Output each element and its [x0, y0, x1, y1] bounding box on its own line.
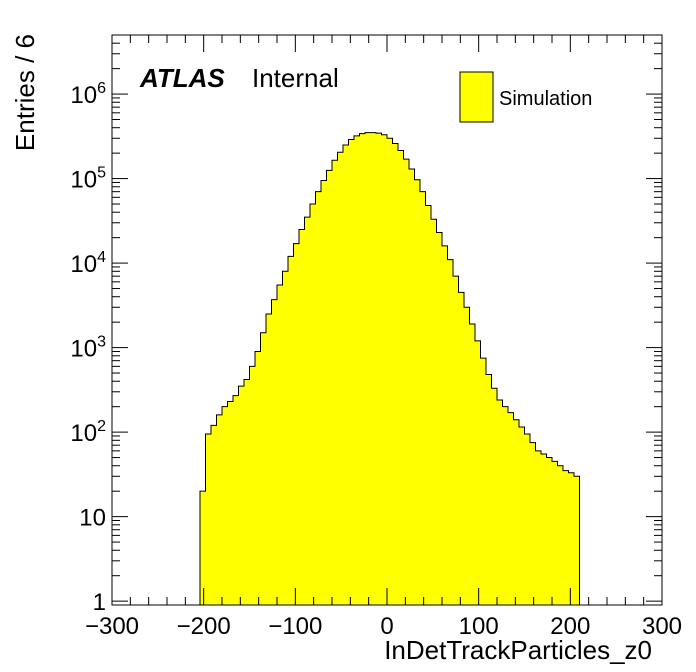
x-tick-labels: −300 −200 −100 0 100 200 300: [85, 613, 682, 640]
internal-label: Internal: [252, 63, 339, 93]
y-tick-label: 103: [70, 334, 106, 363]
x-tick-label: 300: [642, 613, 682, 640]
histogram-bar: [513, 419, 520, 605]
histogram-bar: [332, 160, 338, 606]
histogram-bar: [530, 442, 536, 605]
histogram-bar: [519, 426, 525, 605]
histogram-bar: [238, 386, 245, 605]
x-tick-label: 0: [380, 613, 393, 640]
histogram-bar: [425, 205, 432, 606]
y-tick-label: 105: [70, 165, 106, 194]
histogram-bar: [486, 374, 492, 605]
histogram-bar: [205, 433, 212, 605]
histogram-bar: [299, 229, 305, 605]
y-tick-label: 102: [70, 418, 106, 447]
histogram-bar: [271, 299, 278, 605]
histogram-bar: [387, 138, 393, 605]
histogram-bar: [392, 143, 399, 605]
histogram-bar: [359, 133, 366, 605]
histogram-bar: [535, 450, 542, 605]
y-axis-label: Entries / 6: [10, 34, 40, 151]
histogram-bar: [376, 133, 382, 605]
legend-swatch: [459, 71, 494, 123]
histogram-bar: [403, 159, 410, 605]
histogram-bar: [464, 307, 470, 605]
histogram-bar: [431, 219, 437, 605]
histogram-bar: [337, 152, 344, 606]
histogram-bar: [326, 170, 333, 606]
histogram-bar: [354, 135, 360, 606]
x-axis-label: InDetTrackParticles_z0: [384, 635, 652, 665]
x-tick-label: 100: [459, 613, 499, 640]
histogram-bar: [348, 139, 355, 605]
histogram-bar: [398, 150, 404, 605]
y-tick-label: 10: [79, 505, 106, 532]
x-tick-label: −300: [85, 613, 139, 640]
histogram-bar: [381, 134, 388, 606]
histogram-bar: [222, 406, 228, 605]
x-tick-label: −100: [268, 613, 322, 640]
x-tick-label: −200: [177, 613, 231, 640]
histogram-bar: [524, 433, 531, 605]
histogram-bar: [552, 461, 558, 605]
y-tick-label: 106: [70, 80, 106, 109]
histogram-bar: [568, 472, 575, 605]
histogram-bar: [447, 259, 454, 605]
histogram-bar: [277, 285, 283, 605]
histogram-bar: [249, 366, 256, 605]
histogram-bar: [293, 243, 300, 605]
histogram-bar: [343, 144, 349, 606]
histogram-bar: [502, 406, 509, 605]
y-tick-label: 104: [70, 249, 106, 278]
x-tick-label: 200: [550, 613, 590, 640]
histogram-bar: [315, 191, 322, 605]
histogram-bar: [370, 132, 377, 605]
histogram-bar: [211, 425, 217, 605]
histogram-bar: [458, 292, 465, 605]
histogram-bar: [563, 470, 569, 605]
histogram-bar: [255, 351, 261, 605]
histogram-bar: [420, 191, 426, 605]
atlas-label: ATLAS: [139, 63, 225, 93]
histogram-bar: [497, 399, 503, 605]
histogram-bar: [304, 217, 311, 605]
histogram-bar: [282, 271, 289, 605]
axis-ticks: [111, 34, 663, 605]
histogram-bar: [491, 388, 498, 605]
histogram-bar: [574, 476, 580, 605]
histogram-bar: [310, 204, 316, 605]
y-tick-labels: 1 10 102 103 104 105 106: [70, 80, 106, 616]
histogram-bar: [288, 256, 294, 605]
y-tick-label: 1: [93, 589, 106, 616]
histogram-bar: [557, 465, 564, 605]
histogram-bar: [227, 401, 234, 605]
legend-label: Simulation: [499, 88, 592, 110]
histogram-bar: [233, 395, 239, 605]
histogram-bar: [453, 276, 459, 605]
histogram-bar: [321, 180, 327, 605]
histogram-bars: [199, 132, 580, 606]
histogram-bar: [365, 132, 371, 605]
histogram-bar: [200, 491, 206, 605]
histogram-bar: [546, 457, 553, 605]
histogram-outline: [199, 132, 580, 605]
histogram-bar: [541, 454, 547, 605]
histogram-bar: [244, 379, 250, 605]
histogram-bar: [475, 340, 481, 605]
histogram-bar: [260, 332, 267, 605]
histogram-bar: [266, 313, 272, 605]
histogram-bar: [508, 412, 514, 605]
histogram-bar: [414, 179, 421, 605]
histogram-bar: [469, 324, 476, 605]
histogram-bar: [480, 358, 487, 605]
histogram-bar: [409, 168, 415, 605]
histogram-bar: [216, 414, 223, 605]
histogram-bar: [442, 245, 448, 605]
histogram-bar: [436, 232, 443, 605]
